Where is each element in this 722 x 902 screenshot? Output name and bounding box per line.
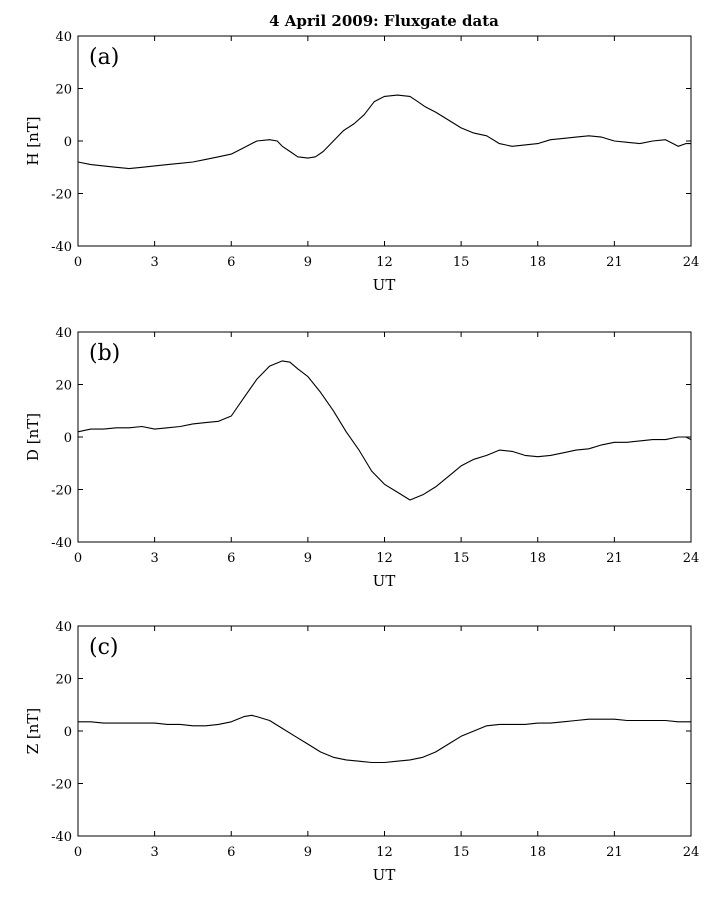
y-axis-label: D [nT]	[24, 413, 42, 461]
panel-label: (b)	[89, 341, 120, 366]
y-tick-label: 0	[64, 135, 72, 150]
x-tick-label: 3	[150, 551, 158, 566]
plot-frame	[77, 35, 692, 247]
x-tick-label: 24	[683, 551, 700, 566]
x-tick-label: 0	[74, 551, 82, 566]
panel-c: (c) Z [nT] UT 0 3 6 9 12 15 18 21 24 -40 -20 0 20 40	[24, 620, 699, 884]
y-tick-label: -20	[51, 778, 72, 793]
y-tick-label: 40	[55, 326, 72, 341]
plot-frame	[77, 625, 692, 837]
x-tick-label: 3	[150, 255, 158, 270]
y-tick-label: 40	[55, 620, 72, 635]
y-axis-label: H [nT]	[24, 116, 42, 165]
x-tick-label: 9	[304, 551, 312, 566]
panel-label: (c)	[89, 635, 119, 660]
x-axis-label: UT	[373, 866, 396, 884]
y-tick-label: 40	[55, 30, 72, 45]
x-tick-label: 21	[606, 255, 623, 270]
y-tick-label: 0	[64, 725, 72, 740]
x-tick-label: 0	[74, 255, 82, 270]
y-tick-label: 20	[55, 83, 72, 98]
x-tick-label: 15	[453, 255, 470, 270]
x-tick-label: 21	[606, 845, 623, 860]
x-tick-label: 24	[683, 845, 700, 860]
x-axis-label: UT	[373, 572, 396, 590]
figure-title: 4 April 2009: Fluxgate data	[269, 12, 499, 30]
x-tick-label: 12	[376, 255, 393, 270]
panel-b: (b) D [nT] UT 0 3 6 9 12 15 18 21 24 -40 -20 0 20 40	[24, 326, 699, 590]
y-tick-label: -40	[51, 830, 72, 845]
panel-a: (a) H [nT] UT 0 3 6 9 12 15 18 21 24 -40 -20 0 20 40	[24, 30, 699, 294]
y-tick-label: -40	[51, 536, 72, 551]
x-tick-label: 6	[227, 551, 235, 566]
series-line	[77, 360, 692, 501]
y-tick-label: -20	[51, 188, 72, 203]
x-tick-label: 15	[453, 551, 470, 566]
x-tick-label: 12	[376, 551, 393, 566]
series-line	[77, 94, 691, 170]
x-tick-label: 21	[606, 551, 623, 566]
x-tick-label: 12	[376, 845, 393, 860]
y-tick-label: 20	[55, 673, 72, 688]
x-tick-label: 18	[529, 845, 546, 860]
panel-label: (a)	[89, 45, 119, 70]
y-tick-label: -20	[51, 484, 72, 499]
x-axis-label: UT	[373, 276, 396, 294]
x-tick-label: 6	[227, 845, 235, 860]
x-tick-label: 3	[150, 845, 158, 860]
y-axis-label: Z [nT]	[24, 708, 42, 755]
x-tick-label: 6	[227, 255, 235, 270]
y-tick-label: 0	[64, 431, 72, 446]
axis-ticks: 0 3 6 9 12 15 18 21 24 -40 -20 0 20 40	[51, 326, 699, 566]
x-tick-label: 9	[304, 845, 312, 860]
axis-ticks: 0 3 6 9 12 15 18 21 24 -40 -20 0 20 40	[51, 620, 699, 860]
x-tick-label: 18	[529, 551, 546, 566]
series-line	[78, 714, 691, 764]
x-tick-label: 24	[683, 255, 700, 270]
x-tick-label: 9	[304, 255, 312, 270]
y-tick-label: -40	[51, 240, 72, 255]
x-tick-label: 18	[529, 255, 546, 270]
x-tick-label: 15	[453, 845, 470, 860]
x-tick-label: 0	[74, 845, 82, 860]
plot-frame	[77, 331, 692, 543]
axis-ticks: 0 3 6 9 12 15 18 21 24 -40 -20 0 20 40	[51, 30, 699, 270]
y-tick-label: 20	[55, 379, 72, 394]
